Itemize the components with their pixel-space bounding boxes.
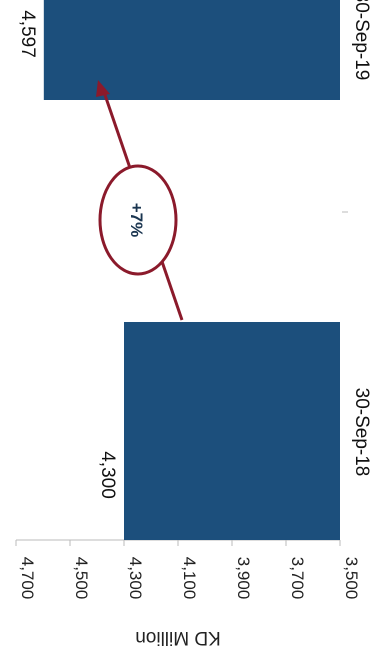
value-tick-label: 4,500 [72,557,91,600]
value-tick-label: 3,700 [288,557,307,600]
bar-30-sep-18 [124,322,340,540]
bar-30-sep-19 [43,0,341,100]
value-tick-label: 4,700 [18,557,37,600]
value-axis: 3,500 3,700 3,900 4,100 4,300 4,500 4,700 [15,540,361,600]
category-axis: 30-Sep-18 30-Sep-19 [351,0,372,476]
value-axis-title: KD Million [135,627,221,648]
growth-annotation: +7% [96,80,184,321]
data-label: 4,300 [97,451,118,499]
annotation-ellipse [98,164,178,276]
bars: 4,300 4,597 [17,0,341,540]
annotation-text: +7% [127,203,146,238]
value-tick-label: 3,500 [342,557,361,600]
value-tick-label: 3,900 [234,557,253,600]
category-label: 30-Sep-18 [351,388,372,477]
category-label: 30-Sep-19 [351,0,372,80]
data-label: 4,597 [17,10,38,58]
annotation-arrowhead [96,80,110,97]
value-tick-label: 4,300 [126,557,145,600]
value-tick-label: 4,100 [180,557,199,600]
